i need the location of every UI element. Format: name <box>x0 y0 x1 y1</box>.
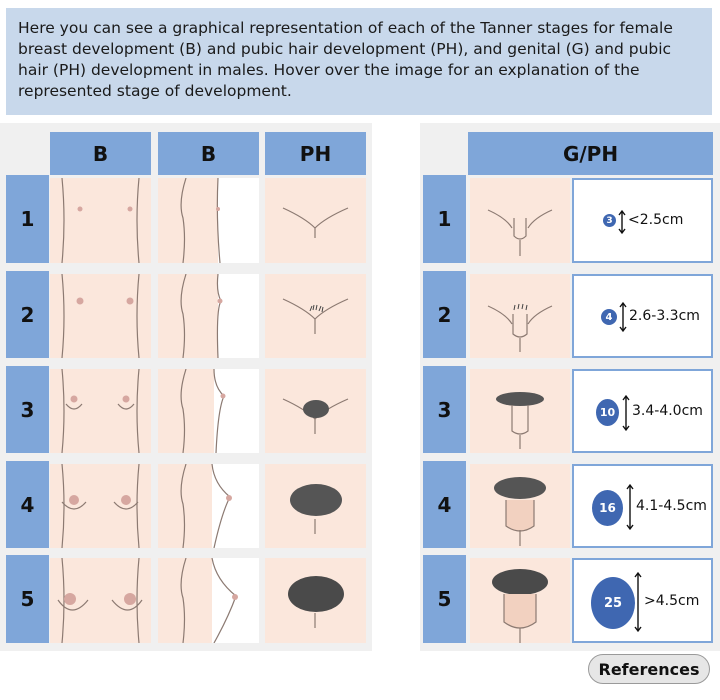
male-stage-3-label: 3 <box>423 366 466 453</box>
testis-length-label: >4.5cm <box>644 593 700 609</box>
length-arrow-icon <box>618 209 626 235</box>
breast-front-stage-2[interactable] <box>50 274 151 358</box>
testis-volume-badge: 3 <box>603 214 616 227</box>
testis-length-label: 2.6-3.3cm <box>629 308 700 324</box>
genital-stage-1[interactable] <box>470 178 570 263</box>
length-arrow-icon <box>622 394 630 432</box>
breast-front-stage-1[interactable] <box>50 178 151 263</box>
female-stage-3-label: 3 <box>6 366 49 453</box>
pubic-hair-stage-4[interactable] <box>265 464 366 548</box>
testis-volume-badge: 10 <box>596 399 619 426</box>
length-arrow-icon <box>626 483 634 531</box>
genital-stage-4[interactable] <box>470 464 570 548</box>
male-stage-4-label: 4 <box>423 461 466 548</box>
length-arrow-icon <box>619 301 627 333</box>
intro-text: Here you can see a graphical representat… <box>6 8 712 115</box>
genital-stage-2[interactable] <box>470 274 570 358</box>
breast-front-stage-3[interactable] <box>50 369 151 453</box>
header-breast-front: B <box>50 132 151 175</box>
testis-size-stage-3[interactable]: 10 3.4-4.0cm <box>572 369 713 453</box>
header-breast-side: B <box>158 132 259 175</box>
testis-length-label: 4.1-4.5cm <box>636 498 707 514</box>
female-table: B B PH 1 2 3 4 5 <box>0 123 372 651</box>
breast-side-stage-3[interactable] <box>158 369 259 453</box>
header-pubic-hair: PH <box>265 132 366 175</box>
pubic-hair-stage-1[interactable] <box>265 178 366 263</box>
female-stage-4-label: 4 <box>6 461 49 548</box>
testis-volume-badge: 4 <box>601 309 617 325</box>
male-stage-5-label: 5 <box>423 555 466 643</box>
male-table: G/PH 1 2 3 4 5 3 <2.5cm 4 2.6-3.3cm 10 3… <box>420 123 720 651</box>
testis-size-stage-5[interactable]: 25 >4.5cm <box>572 558 713 643</box>
male-stage-2-label: 2 <box>423 271 466 358</box>
breast-side-stage-5[interactable] <box>158 558 259 643</box>
genital-stage-3[interactable] <box>470 369 570 453</box>
testis-size-stage-1[interactable]: 3 <2.5cm <box>572 178 713 263</box>
testis-volume-badge: 25 <box>591 577 635 629</box>
pubic-hair-stage-5[interactable] <box>265 558 366 643</box>
header-genital-pubic-hair: G/PH <box>468 132 713 175</box>
breast-front-stage-5[interactable] <box>50 558 151 643</box>
breast-side-stage-1[interactable] <box>158 178 259 263</box>
female-stage-5-label: 5 <box>6 555 49 643</box>
testis-length-label: <2.5cm <box>628 212 684 228</box>
pubic-hair-stage-2[interactable] <box>265 274 366 358</box>
breast-front-stage-4[interactable] <box>50 464 151 548</box>
genital-stage-5[interactable] <box>470 558 570 643</box>
testis-size-stage-4[interactable]: 16 4.1-4.5cm <box>572 464 713 548</box>
references-button[interactable]: References <box>588 654 710 684</box>
testis-length-label: 3.4-4.0cm <box>632 403 703 419</box>
female-stage-2-label: 2 <box>6 271 49 358</box>
breast-side-stage-2[interactable] <box>158 274 259 358</box>
female-stage-1-label: 1 <box>6 175 49 263</box>
testis-volume-badge: 16 <box>592 490 623 526</box>
male-stage-1-label: 1 <box>423 175 466 263</box>
breast-side-stage-4[interactable] <box>158 464 259 548</box>
length-arrow-icon <box>634 571 642 633</box>
testis-size-stage-2[interactable]: 4 2.6-3.3cm <box>572 274 713 358</box>
pubic-hair-stage-3[interactable] <box>265 369 366 453</box>
